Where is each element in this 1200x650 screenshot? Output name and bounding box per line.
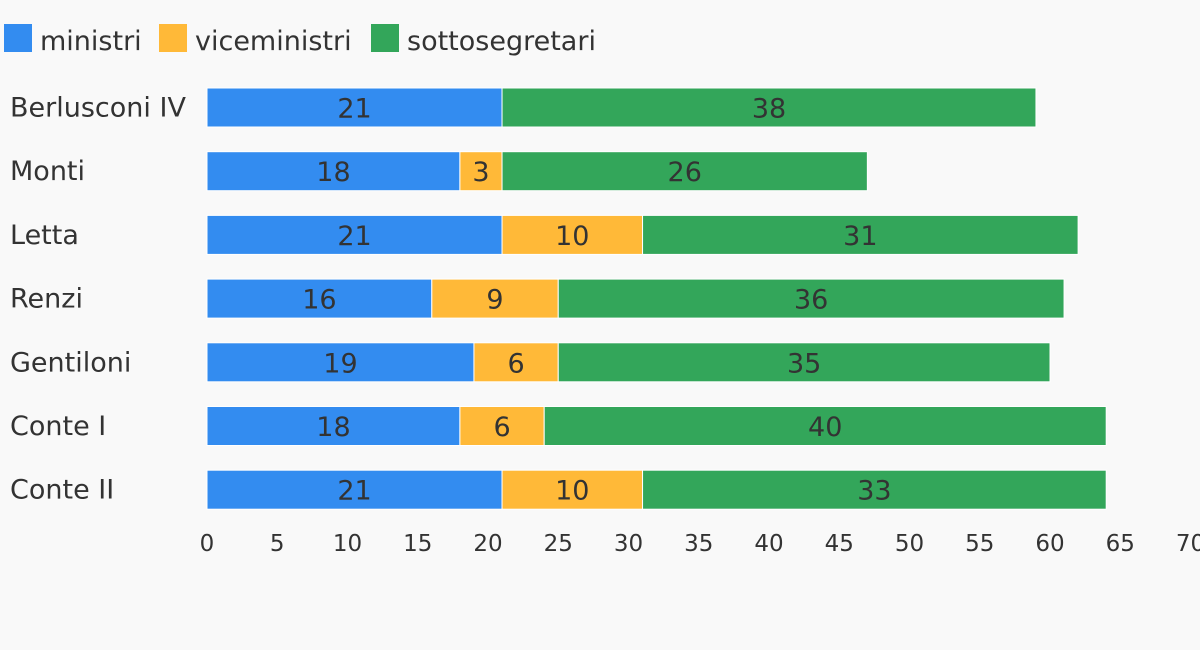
data-label-sottosegretari: 38 xyxy=(752,94,786,125)
data-label-viceministri: 9 xyxy=(486,285,503,316)
data-label-sottosegretari: 31 xyxy=(843,221,877,252)
x-tick-label: 5 xyxy=(270,531,285,557)
x-tick-label: 60 xyxy=(1035,531,1064,557)
bar-segment-ministri xyxy=(206,87,503,128)
x-tick-label: 20 xyxy=(473,531,502,557)
x-tick-label: 10 xyxy=(333,531,362,557)
data-label-viceministri: 10 xyxy=(555,476,589,507)
legend-label-sottosegretari: sottosegretari xyxy=(407,26,596,57)
x-tick-label: 0 xyxy=(200,531,215,557)
x-tick-label: 50 xyxy=(895,531,924,557)
data-label-sottosegretari: 35 xyxy=(787,348,821,379)
x-tick-label: 35 xyxy=(684,531,713,557)
category-label: Conte II xyxy=(10,475,114,506)
data-label-ministri: 16 xyxy=(302,285,336,316)
bar-segment-sottosegretari xyxy=(543,406,1107,446)
data-label-sottosegretari: 26 xyxy=(668,157,702,188)
bars: 21 38 18 3 26 21 10 31 16 9 36 19 6 35 18 6 40 21 10 33 xyxy=(206,87,1107,510)
data-label-ministri: 21 xyxy=(337,221,371,252)
x-tick-label: 65 xyxy=(1106,531,1135,557)
x-tick-label: 25 xyxy=(544,531,573,557)
bar-segment-viceministri xyxy=(459,406,545,446)
bar-segment-sottosegretari xyxy=(557,278,1065,319)
x-tick-label: 40 xyxy=(754,531,783,557)
bar-segment-ministri xyxy=(206,151,461,192)
legend-label-viceministri: viceministri xyxy=(195,26,352,57)
legend-swatch-sottosegretari xyxy=(371,24,399,52)
bar-segment-sottosegretari xyxy=(557,342,1051,383)
data-label-sottosegretari: 36 xyxy=(794,285,828,316)
x-tick-label: 70 xyxy=(1176,531,1200,557)
bar-segment-sottosegretari xyxy=(642,214,1079,255)
bar-segment-sottosegretari xyxy=(642,469,1107,510)
data-label-viceministri: 3 xyxy=(472,157,489,188)
x-tick-label: 30 xyxy=(614,531,643,557)
category-label: Berlusconi IV xyxy=(10,93,186,124)
bar-segment-viceministri xyxy=(473,342,559,383)
data-label-viceministri: 10 xyxy=(555,221,589,252)
bar-segment-ministri xyxy=(206,278,433,319)
x-axis: 0 5 10 15 20 25 30 35 40 45 50 55 60 65 70 xyxy=(200,531,1200,557)
x-tick-label: 15 xyxy=(403,531,432,557)
bar-segment-ministri xyxy=(206,342,475,383)
x-tick-label: 45 xyxy=(825,531,854,557)
category-label: Conte I xyxy=(10,411,106,442)
data-label-viceministri: 6 xyxy=(508,348,525,379)
bar-segment-ministri xyxy=(206,214,503,255)
legend: ministri viceministri sottosegretari xyxy=(4,24,596,57)
bar-segment-viceministri xyxy=(501,214,644,255)
category-label: Monti xyxy=(10,156,85,187)
legend-swatch-viceministri xyxy=(159,24,187,52)
category-labels: Berlusconi IV Monti Letta Renzi Gentiloni Con… xyxy=(10,93,186,506)
data-label-sottosegretari: 33 xyxy=(857,476,891,507)
data-label-ministri: 21 xyxy=(337,94,371,125)
bar-segment-ministri xyxy=(206,469,503,510)
data-label-ministri: 19 xyxy=(323,348,357,379)
bar-segment-viceministri xyxy=(501,469,644,510)
data-label-viceministri: 6 xyxy=(493,412,510,443)
data-label-ministri: 18 xyxy=(316,157,350,188)
category-label: Letta xyxy=(10,220,79,251)
data-label-ministri: 18 xyxy=(316,412,350,443)
legend-swatch-ministri xyxy=(4,24,32,52)
bar-segment-sottosegretari xyxy=(501,87,1037,128)
category-label: Renzi xyxy=(10,284,83,315)
data-label-ministri: 21 xyxy=(337,476,371,507)
bar-segment-viceministri xyxy=(431,278,559,319)
x-tick-label: 55 xyxy=(965,531,994,557)
category-label: Gentiloni xyxy=(10,347,131,378)
legend-label-ministri: ministri xyxy=(40,26,142,57)
data-label-sottosegretari: 40 xyxy=(808,412,842,443)
bar-segment-sottosegretari xyxy=(501,151,868,192)
